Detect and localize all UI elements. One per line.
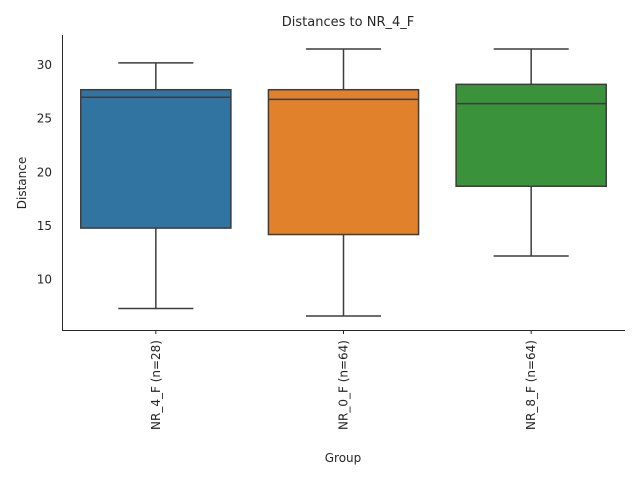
box-group — [267, 48, 420, 317]
box-group — [80, 62, 232, 310]
x-axis-label: Group — [325, 451, 362, 465]
y-axis-ticks: 10 15 20 25 30 — [37, 58, 52, 287]
y-tick-label: 20 — [37, 165, 52, 179]
box-group — [455, 48, 607, 257]
x-tick-label: NR_8_F (n=64) — [524, 340, 538, 430]
box-iqr — [455, 83, 607, 188]
y-axis-label: Distance — [15, 157, 29, 209]
x-tick-label: NR_4_F (n=28) — [149, 340, 163, 430]
x-axis-ticks: NR_4_F (n=28) NR_0_F (n=64) NR_8_F (n=64) — [149, 330, 538, 430]
y-tick-label: 30 — [37, 58, 52, 72]
chart-title: Distances to NR_4_F — [282, 15, 414, 30]
y-tick-label: 25 — [37, 112, 52, 126]
y-tick-label: 10 — [37, 273, 52, 287]
x-tick-label: NR_0_F (n=64) — [337, 340, 351, 430]
plot-area — [80, 48, 607, 317]
box-iqr — [80, 88, 232, 229]
y-tick-label: 15 — [37, 219, 52, 233]
box-iqr — [267, 88, 420, 236]
